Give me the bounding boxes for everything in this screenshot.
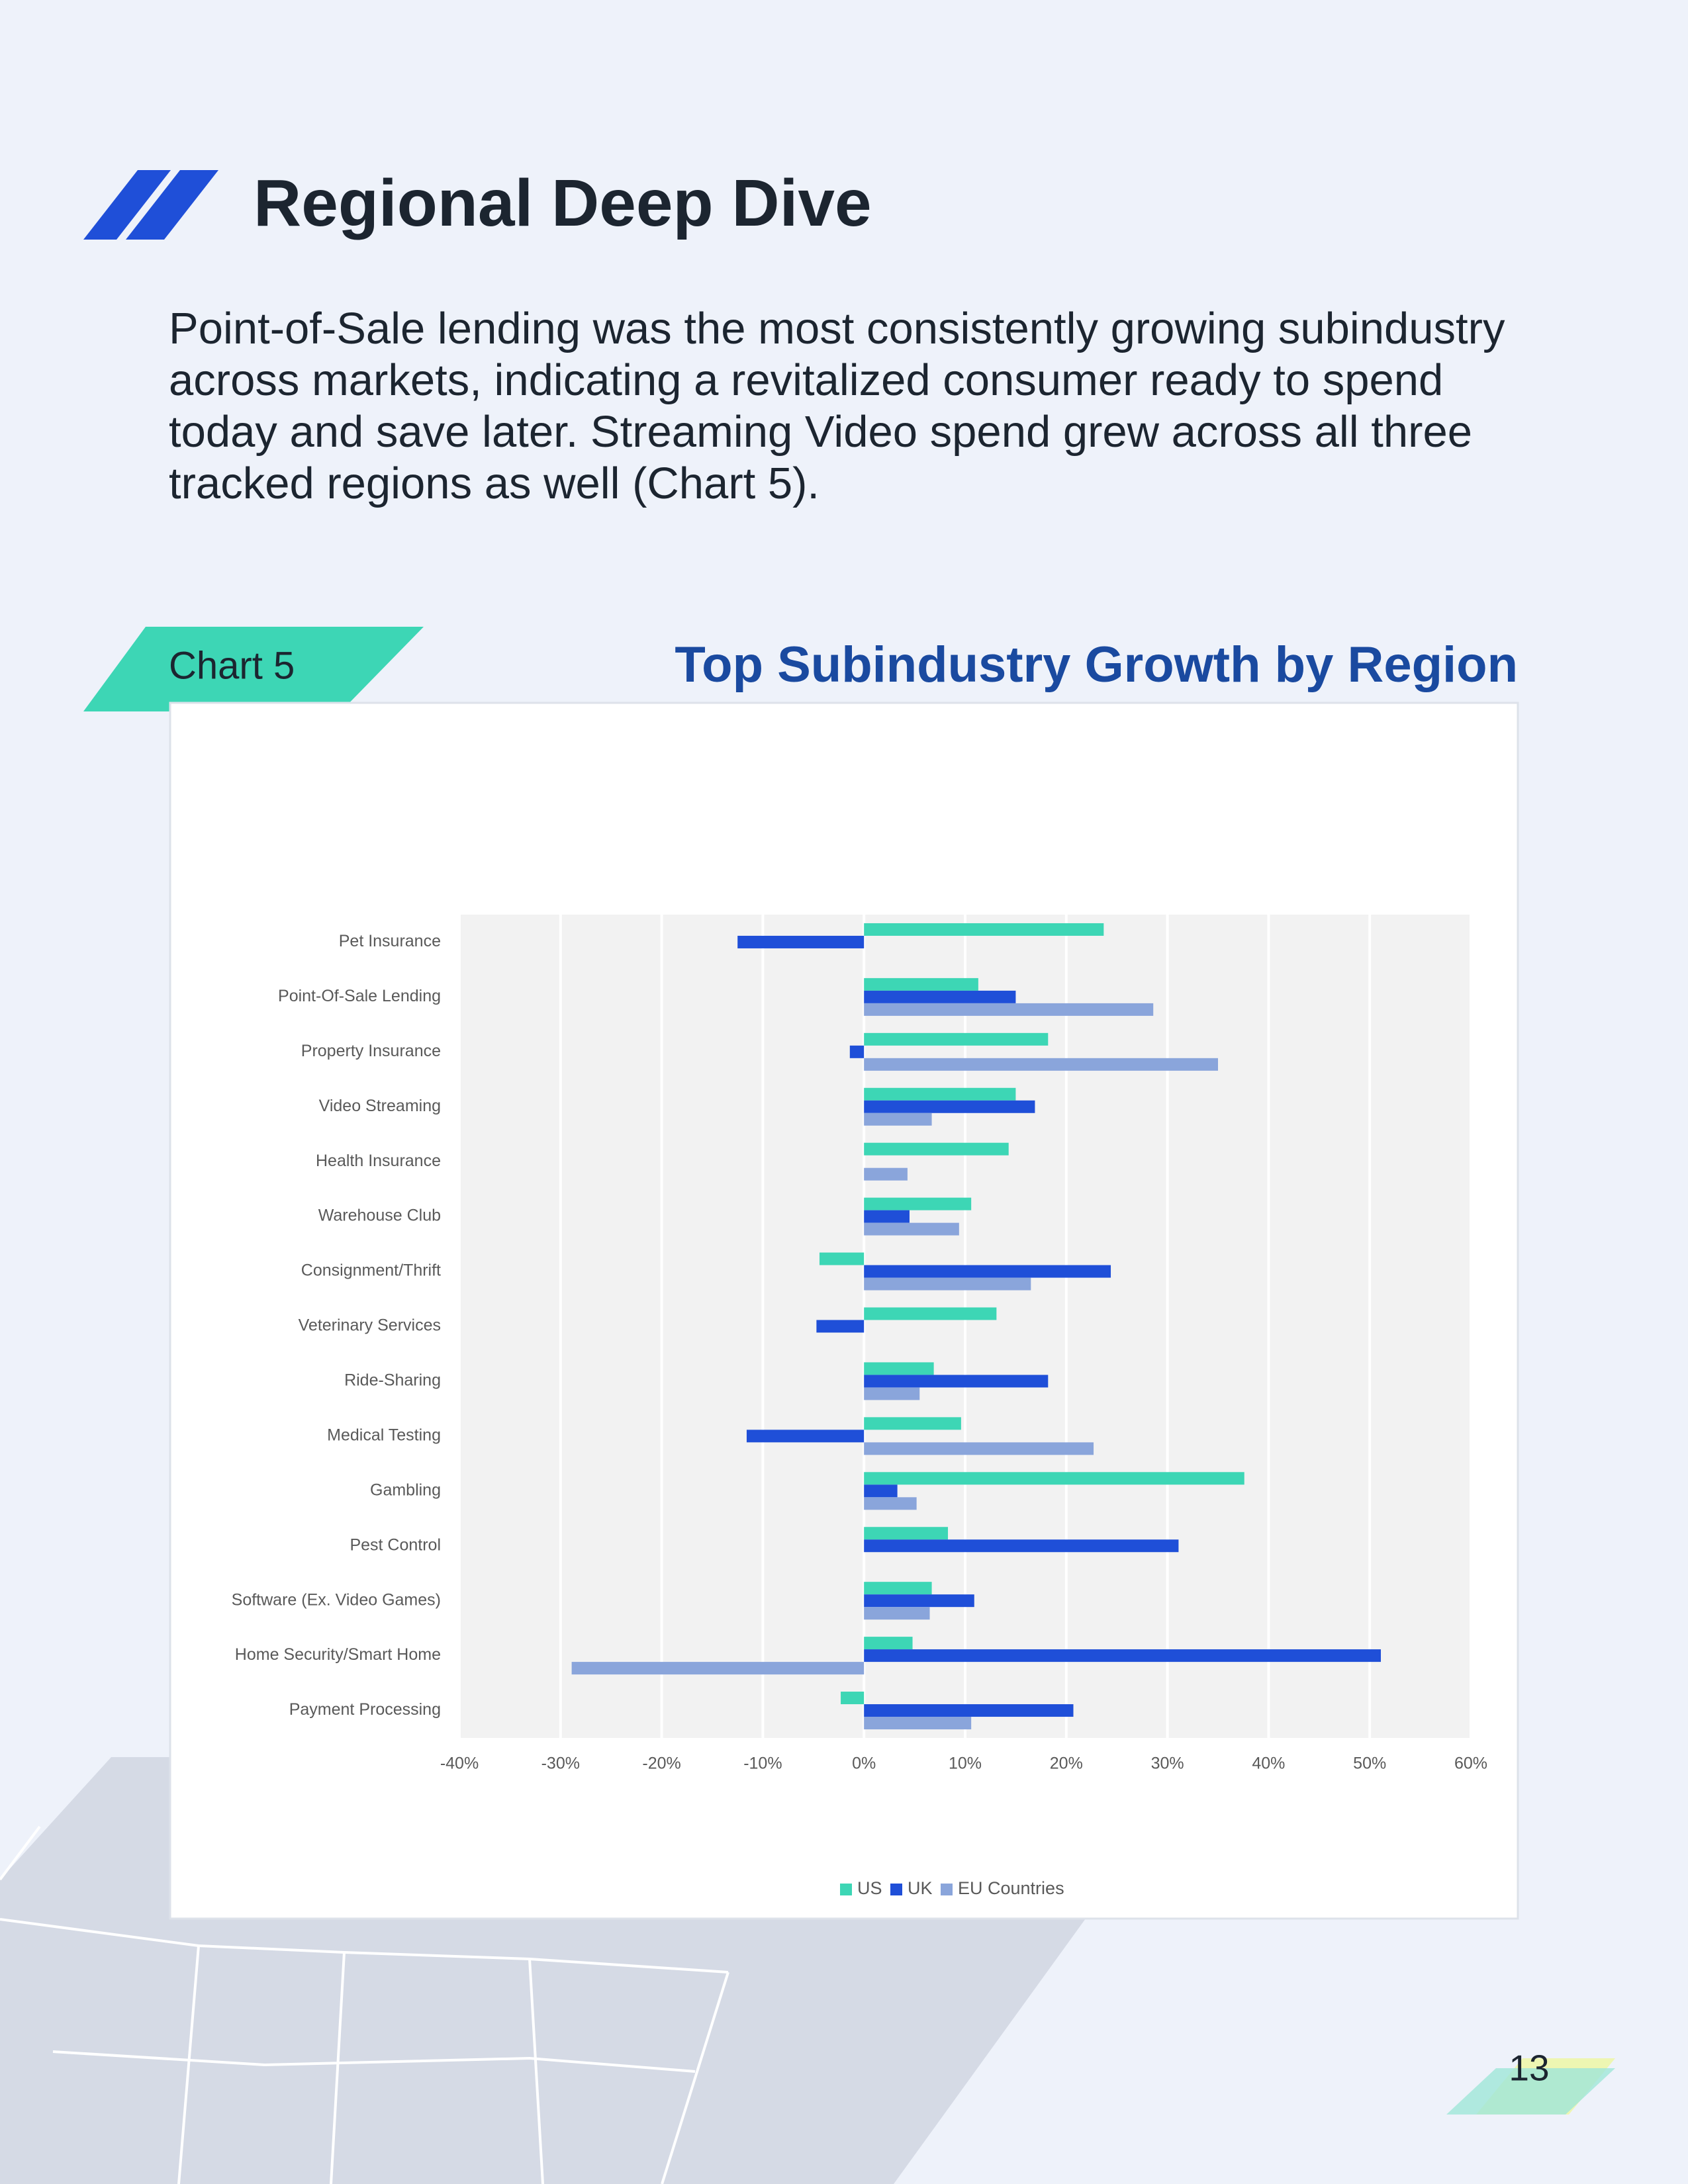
title-icon (126, 170, 218, 240)
page-tag (1446, 2068, 1615, 2115)
title-icon (83, 170, 171, 240)
map-shape (0, 1757, 1086, 2184)
chart-label: Chart 5 (169, 644, 295, 687)
page-number: 13 (1509, 2048, 1549, 2089)
map-borders (0, 1825, 729, 2184)
heading: Regional Deep Dive (254, 166, 872, 240)
chart-tag (83, 627, 424, 711)
paragraph: Point-of-Sale lending was the most consi… (169, 304, 1505, 508)
